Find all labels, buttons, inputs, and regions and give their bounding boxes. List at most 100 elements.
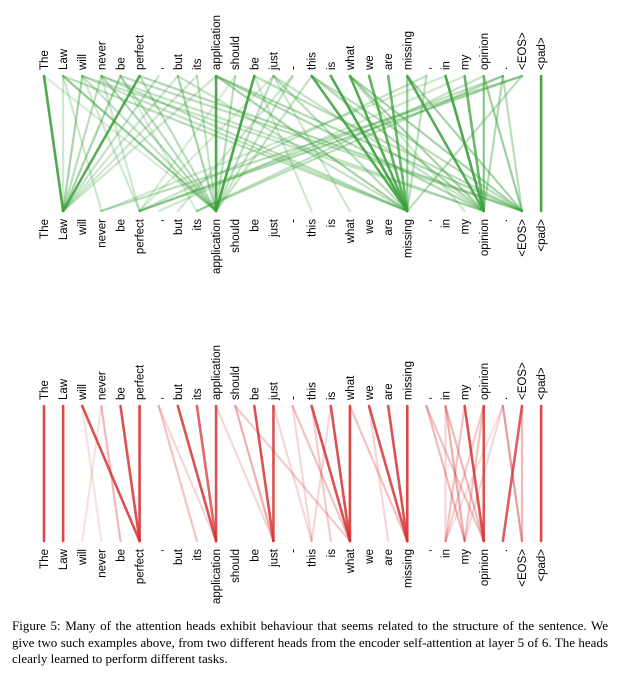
green-head-link-0-9: [42, 74, 218, 213]
green-head-top-token-9: application: [211, 15, 223, 70]
red-head-bottom-token-15: is: [326, 549, 338, 558]
green-head-link-19-23: [405, 74, 486, 213]
red-head-link-2-5: [80, 404, 141, 543]
green-head-top-token-3: never: [96, 41, 108, 70]
green-head-top-token-12: just: [268, 51, 280, 71]
green-head-link-13-9: [214, 74, 294, 213]
red-head-top-token-7: but: [173, 383, 185, 400]
green-head-link-2-1: [62, 74, 84, 213]
green-head-link-21-23: [444, 74, 486, 213]
green-head-bottom-token-14: this: [307, 219, 319, 237]
green-head-top-token-11: be: [249, 57, 261, 70]
red-head-bottom-token-14: this: [307, 549, 319, 567]
green-head-link-4-1: [62, 74, 122, 213]
red-head-link-6-8: [157, 404, 199, 543]
green-head-bottom-token-2: will: [77, 219, 89, 236]
green-head-link-18-19: [386, 74, 409, 213]
red-head-bottom-token-23: opinion: [479, 549, 491, 586]
green-head-top-token-24: .: [498, 67, 510, 70]
red-head-top-token-17: we: [364, 385, 376, 401]
red-head-bottom-token-9: application: [211, 549, 223, 604]
red-head-top-token-1: Law: [58, 378, 70, 400]
green-head-link-12-19: [272, 74, 409, 213]
red-head-top-token-16: what: [345, 375, 357, 401]
green-head-link-15-19: [329, 74, 409, 213]
green-head-link-11-9: [214, 74, 256, 213]
red-head-top-token-21: in: [441, 391, 453, 400]
green-head-link-9-25: [214, 74, 524, 213]
red-head-bottom-token-5: perfect: [135, 548, 147, 584]
red-head-link-15-14: [310, 404, 332, 543]
red-head-bottom-token-20: ,: [421, 549, 433, 552]
green-head-link-4-8: [119, 74, 199, 213]
red-head-top-token-15: is: [326, 391, 338, 400]
red-head-top-token-6: ,: [154, 397, 166, 400]
green-head-top-token-22: my: [460, 54, 472, 70]
green-head-link-4-25: [119, 74, 524, 213]
green-head-link-1-9: [62, 74, 218, 213]
green-head-top-token-0: The: [39, 50, 51, 70]
red-head-link-4-5: [119, 404, 141, 543]
red-head-bottom-token-6: ,: [154, 549, 166, 552]
green-head-link-24-5: [138, 74, 504, 213]
red-head-link-10-16: [234, 404, 352, 543]
green-head-bottom-token-6: ,: [154, 219, 166, 222]
green-head-bottom-token-0: The: [39, 219, 51, 239]
green-head-bottom-token-7: but: [173, 218, 185, 235]
green-head-bottom-token-20: ,: [421, 219, 433, 222]
red-head-bottom-token-3: never: [96, 549, 108, 578]
green-head-link-3-19: [100, 74, 409, 213]
green-head-bottom-token-19: missing: [402, 219, 414, 258]
red-head-bottom-token-2: will: [77, 549, 89, 566]
red-head-top-token-10: should: [230, 366, 242, 400]
green-head-top-token-21: in: [441, 61, 453, 70]
red-head-link-3-4: [100, 404, 122, 543]
green-head-link-25-5: [138, 74, 524, 213]
green-head-link-3-9: [100, 74, 218, 213]
green-head-bottom-token-11: be: [249, 219, 261, 232]
green-head-link-12-23: [272, 74, 485, 213]
red-head-link-17-18: [367, 404, 390, 543]
green-head-link-24-25: [501, 74, 524, 213]
green-head-bottom-token-5: perfect: [135, 218, 147, 254]
green-head-link-10-9: [214, 74, 237, 213]
green-head-link-9-23: [214, 74, 485, 213]
green-head-link-12-16: [272, 74, 352, 213]
green-head-link-3-23: [100, 74, 485, 213]
green-head-bottom-token-25: <EOS>: [517, 219, 529, 257]
green-head-link-16-25: [348, 74, 524, 213]
red-head-bottom-token-24: .: [498, 549, 510, 552]
green-head-link-0-1: [42, 74, 65, 213]
green-head-bottom-token-17: we: [364, 219, 376, 235]
red-head-bottom-token-21: in: [441, 549, 453, 558]
red-head-top-token-8: its: [192, 388, 204, 400]
red-head-link-21-23: [444, 404, 485, 543]
green-head-link-16-22: [348, 74, 466, 213]
green-head-bottom-token-15: is: [326, 219, 338, 228]
green-head-bottom-token-8: its: [192, 219, 204, 231]
green-head-link-11-14: [253, 74, 313, 213]
green-head-link-12-5: [138, 74, 275, 213]
green-head-link-3-1: [62, 74, 103, 213]
red-head-link-21-22: [444, 404, 466, 543]
red-head-top-token-4: be: [115, 387, 127, 400]
red-head-bottom-token-22: my: [460, 549, 472, 565]
green-head-link-19-25: [406, 74, 524, 213]
green-head-link-10-5: [138, 74, 237, 213]
red-head-top-token-3: never: [96, 371, 108, 400]
red-head-bottom-token-10: should: [230, 549, 242, 583]
green-head-top-token-14: this: [307, 52, 319, 70]
red-head-top-token-0: The: [39, 380, 51, 400]
green-head-link-8-9: [195, 74, 218, 213]
red-head-top-token-5: perfect: [135, 364, 147, 400]
green-head-top-token-23: opinion: [479, 33, 491, 70]
green-head-bottom-token-10: should: [230, 219, 242, 253]
green-head-top-token-18: are: [383, 53, 395, 70]
red-head-top-token-20: ,: [421, 397, 433, 400]
green-head-top-token-8: its: [192, 58, 204, 70]
green-head-link-7-1: [62, 74, 179, 213]
green-head-link-2-19: [81, 74, 409, 213]
green-head-top-token-16: what: [345, 45, 357, 71]
green-head-link-23-25: [482, 74, 524, 213]
green-head-top-token-17: we: [364, 55, 376, 71]
